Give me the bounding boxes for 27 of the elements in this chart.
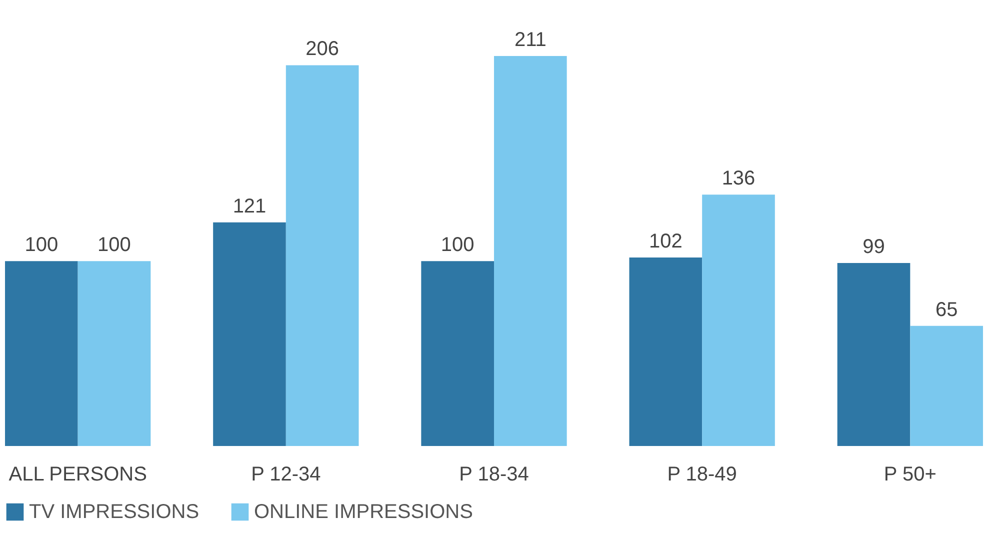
bar (286, 65, 359, 446)
bar (702, 194, 775, 446)
x-tick-label: P 18-34 (459, 464, 529, 486)
data-label: 206 (306, 38, 340, 60)
bar (837, 263, 910, 446)
data-label: 136 (722, 168, 756, 190)
data-label: 100 (24, 234, 58, 256)
data-label: 100 (440, 234, 474, 256)
bar (910, 326, 983, 446)
legend-label: ONLINE IMPRESSIONS (254, 501, 473, 523)
data-label: 102 (648, 230, 682, 252)
data-label: 121 (232, 195, 266, 218)
x-tick-label: P 18-49 (667, 464, 737, 486)
data-label: 99 (862, 236, 885, 258)
data-label: 100 (98, 234, 131, 256)
bar (213, 222, 286, 446)
x-tick-label: P 50+ (884, 464, 936, 486)
bar (494, 56, 567, 446)
bar (5, 261, 78, 446)
legend-label: TV IMPRESSIONS (29, 501, 200, 523)
data-label: 65 (935, 298, 958, 321)
x-tick-label: ALL PERSONS (8, 464, 147, 486)
data-label: 211 (514, 29, 546, 51)
bar (421, 261, 494, 446)
x-tick-label: P 12-34 (251, 464, 321, 486)
bar (78, 261, 151, 446)
bar (629, 257, 702, 446)
